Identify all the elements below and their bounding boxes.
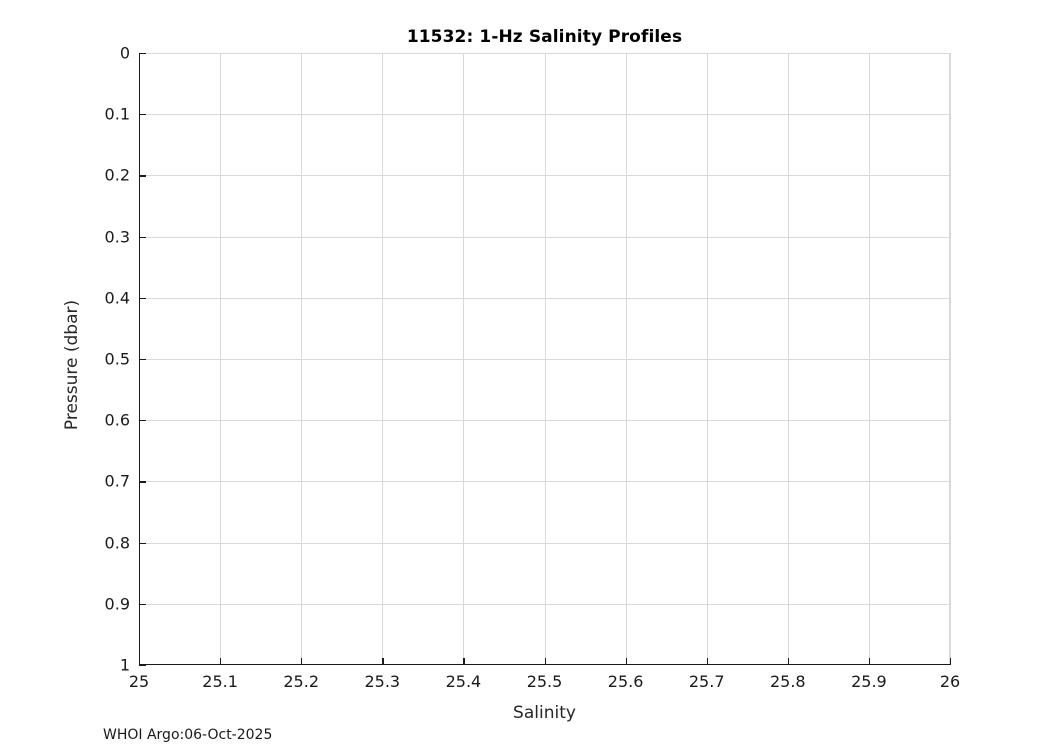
x-axis-label: Salinity (513, 703, 576, 723)
y-tick-mark (139, 420, 146, 422)
y-tick-mark (139, 236, 146, 238)
y-tick-label: 0.3 (104, 227, 130, 247)
y-tick-label: 0.5 (104, 349, 130, 369)
gridline-horizontal (139, 114, 950, 116)
y-tick-mark (139, 665, 146, 667)
x-tick-label: 25.6 (607, 672, 644, 691)
y-tick-label: 0.9 (104, 594, 130, 614)
y-tick-mark (139, 114, 146, 116)
chart-title: 11532: 1-Hz Salinity Profiles (406, 27, 683, 47)
y-tick-mark (139, 481, 146, 483)
x-tick-mark (220, 658, 222, 665)
x-tick-mark (706, 658, 708, 665)
y-tick-label: 0.7 (104, 471, 130, 491)
y-tick-label: 0.4 (104, 288, 130, 308)
plot-area (139, 53, 952, 667)
x-tick-label: 25.4 (445, 672, 482, 691)
gridline-horizontal (139, 175, 950, 177)
x-tick-label: 25.5 (526, 672, 563, 691)
y-tick-mark (139, 542, 146, 544)
gridline-horizontal (139, 603, 950, 605)
gridline-horizontal (139, 420, 950, 422)
y-tick-mark (139, 297, 146, 300)
y-tick-label: 0.2 (104, 165, 130, 185)
x-tick-mark (950, 658, 952, 665)
y-tick-label: 1 (119, 655, 130, 675)
y-tick-label: 0 (119, 43, 130, 63)
x-tick-label: 25.2 (283, 672, 319, 691)
footer-credit: WHOI Argo:06-Oct-2025 (103, 727, 273, 743)
y-tick-label: 0.6 (104, 410, 130, 430)
x-tick-label: 25 (128, 672, 150, 691)
x-tick-label: 25.8 (769, 672, 806, 691)
x-tick-mark (544, 658, 546, 665)
y-tick-label: 0.1 (104, 104, 130, 124)
y-tick-mark (139, 175, 146, 177)
y-tick-mark (139, 603, 146, 606)
x-tick-label: 25.1 (202, 672, 238, 691)
x-tick-label: 25.9 (851, 672, 887, 691)
x-tick-label: 26 (939, 672, 961, 691)
gridline-horizontal (139, 297, 950, 299)
y-tick-mark (139, 53, 146, 55)
gridline-horizontal (139, 481, 950, 483)
y-axis-label: Pressure (dbar) (62, 299, 82, 431)
y-tick-mark (139, 359, 146, 361)
gridline-horizontal (139, 542, 950, 544)
gridline-horizontal (139, 236, 950, 238)
x-tick-label: 25.7 (688, 672, 725, 691)
x-tick-mark (301, 658, 303, 665)
x-tick-mark (139, 658, 141, 665)
gridline-vertical (950, 53, 951, 665)
x-tick-mark (868, 658, 871, 665)
x-tick-mark (787, 658, 790, 665)
x-tick-label: 25.3 (364, 672, 401, 691)
gridline-horizontal (139, 359, 950, 360)
y-tick-label: 0.8 (104, 533, 130, 553)
x-tick-mark (625, 658, 627, 665)
x-tick-mark (382, 658, 384, 665)
x-tick-mark (463, 658, 465, 665)
y-axis-tick-labels: 0 0.1 0.2 0.3 0.4 0.5 0.6 0.7 0.8 0.9 1 (0, 44, 130, 675)
